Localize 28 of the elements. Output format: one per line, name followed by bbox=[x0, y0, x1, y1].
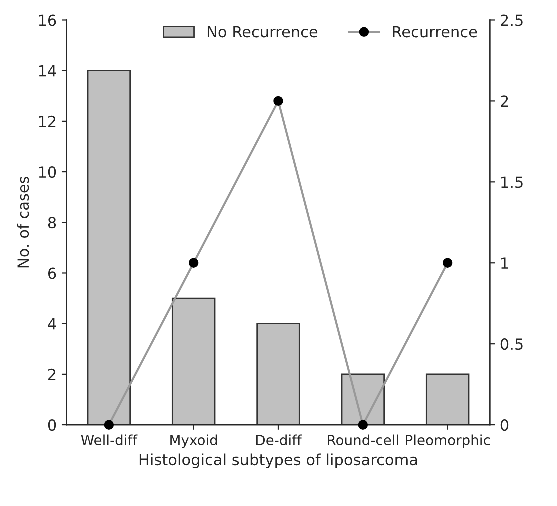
y2-tick-label: 1.5 bbox=[502, 176, 523, 188]
x-tick-label: Pleomorphic bbox=[406, 434, 490, 448]
legend-label: Recurrence bbox=[393, 26, 478, 38]
y-tick-label: 4 bbox=[48, 318, 56, 330]
y-tick-label: 10 bbox=[39, 166, 56, 178]
bar bbox=[256, 323, 300, 426]
y-tick-label: 2 bbox=[48, 368, 56, 380]
y2-tick-label: 0.5 bbox=[500, 338, 523, 350]
y-tick-label: 6 bbox=[48, 268, 56, 280]
x-tick-label: Round-cell bbox=[328, 434, 398, 446]
bar bbox=[426, 374, 470, 426]
legend-label: No Recurrence bbox=[208, 26, 318, 38]
x-tick-label: Myxoid bbox=[170, 434, 218, 448]
bar bbox=[172, 298, 216, 426]
bar bbox=[87, 70, 132, 426]
y-tick-label: 16 bbox=[39, 14, 56, 26]
y2-tick-label: 2.5 bbox=[501, 14, 523, 26]
x-axis-title: Histological subtypes of liposarcoma bbox=[140, 454, 418, 469]
y-tick-label: 12 bbox=[39, 116, 56, 128]
y-tick-label: 0 bbox=[48, 420, 56, 432]
y2-tick-label: 1 bbox=[502, 258, 508, 269]
y2-tick-label: 0 bbox=[500, 420, 509, 432]
y-axis-title: No. of cases bbox=[17, 176, 30, 268]
x-tick-label: De-diff bbox=[256, 434, 302, 446]
y-tick-label: 8 bbox=[48, 217, 56, 229]
y-tick-label: 14 bbox=[39, 66, 56, 77]
y2-tick-label: 2 bbox=[501, 96, 508, 108]
x-tick-label: Well-diff bbox=[81, 434, 138, 446]
